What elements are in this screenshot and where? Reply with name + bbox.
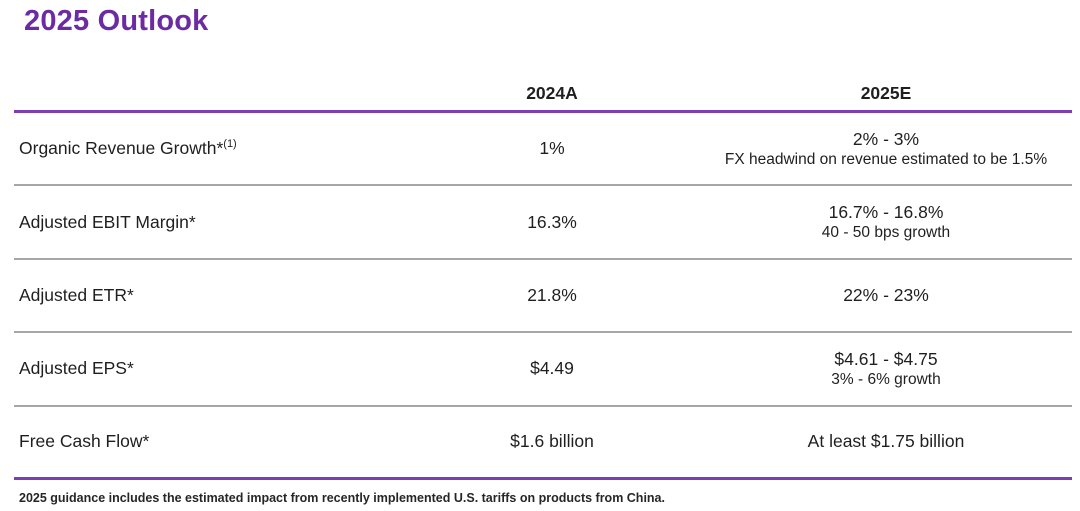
- value-2024a: 16.3%: [527, 211, 577, 232]
- footnote-reference: (1): [223, 138, 237, 151]
- row-label: Adjusted EBIT Margin*: [19, 211, 196, 232]
- value-2025e: 2% - 3% FX headwind on revenue estimated …: [700, 129, 1072, 169]
- value-2025e-main: At least $1.75 billion: [807, 431, 965, 452]
- value-2024a: 1%: [539, 138, 565, 159]
- value-2025e-main: $4.61 - $4.75: [834, 348, 938, 369]
- value-2025e-subtext: 3% - 6% growth: [831, 370, 941, 388]
- value-2025e: At least $1.75 billion: [700, 431, 1072, 452]
- header-cell-2025e: 2025E: [860, 83, 912, 103]
- table-header-row: 2024A 2025E: [14, 78, 1072, 113]
- value-2025e: 16.7% - 16.8% 40 - 50 bps growth: [700, 202, 1072, 242]
- value-2024a: 21.8%: [527, 284, 577, 305]
- table-body: Organic Revenue Growth*(1) 1% 2% - 3% FX he…: [14, 113, 1072, 480]
- value-2025e-main: 22% - 23%: [843, 284, 929, 305]
- value-2024a: $1.6 billion: [510, 431, 594, 452]
- value-2025e: $4.61 - $4.75 3% - 6% growth: [700, 349, 1072, 389]
- header-cell-2024a: 2024A: [526, 83, 578, 103]
- table-row: Adjusted EBIT Margin* 16.3% 16.7% - 16.8% 4…: [14, 186, 1072, 260]
- footnote-text: 2025 guidance includes the estimated imp…: [19, 491, 665, 505]
- row-label: Adjusted ETR*: [19, 284, 134, 305]
- page-title: 2025 Outlook: [24, 5, 209, 37]
- row-label: Free Cash Flow*: [19, 431, 150, 452]
- value-2025e-subtext: FX headwind on revenue estimated to be 1…: [724, 150, 1048, 168]
- value-2025e-subtext: 40 - 50 bps growth: [821, 224, 951, 242]
- table-row: Organic Revenue Growth*(1) 1% 2% - 3% FX he…: [14, 113, 1072, 187]
- table-row: Adjusted ETR* 21.8% 22% - 23%: [14, 260, 1072, 334]
- value-2025e-main: 2% - 3%: [852, 128, 920, 149]
- outlook-table: 2024A 2025E Organic Revenue Growth*(1) 1%…: [14, 78, 1072, 480]
- row-label: Organic Revenue Growth*(1): [19, 138, 237, 159]
- table-row: Adjusted EPS* $4.49 $4.61 - $4.75 3% - 6% g…: [14, 333, 1072, 407]
- value-2024a: $4.49: [530, 358, 574, 379]
- row-label: Adjusted EPS*: [19, 358, 134, 379]
- value-2025e: 22% - 23%: [700, 285, 1072, 306]
- table-row: Free Cash Flow* $1.6 billion At least $1.7…: [14, 407, 1072, 480]
- value-2025e-main: 16.7% - 16.8%: [828, 202, 944, 223]
